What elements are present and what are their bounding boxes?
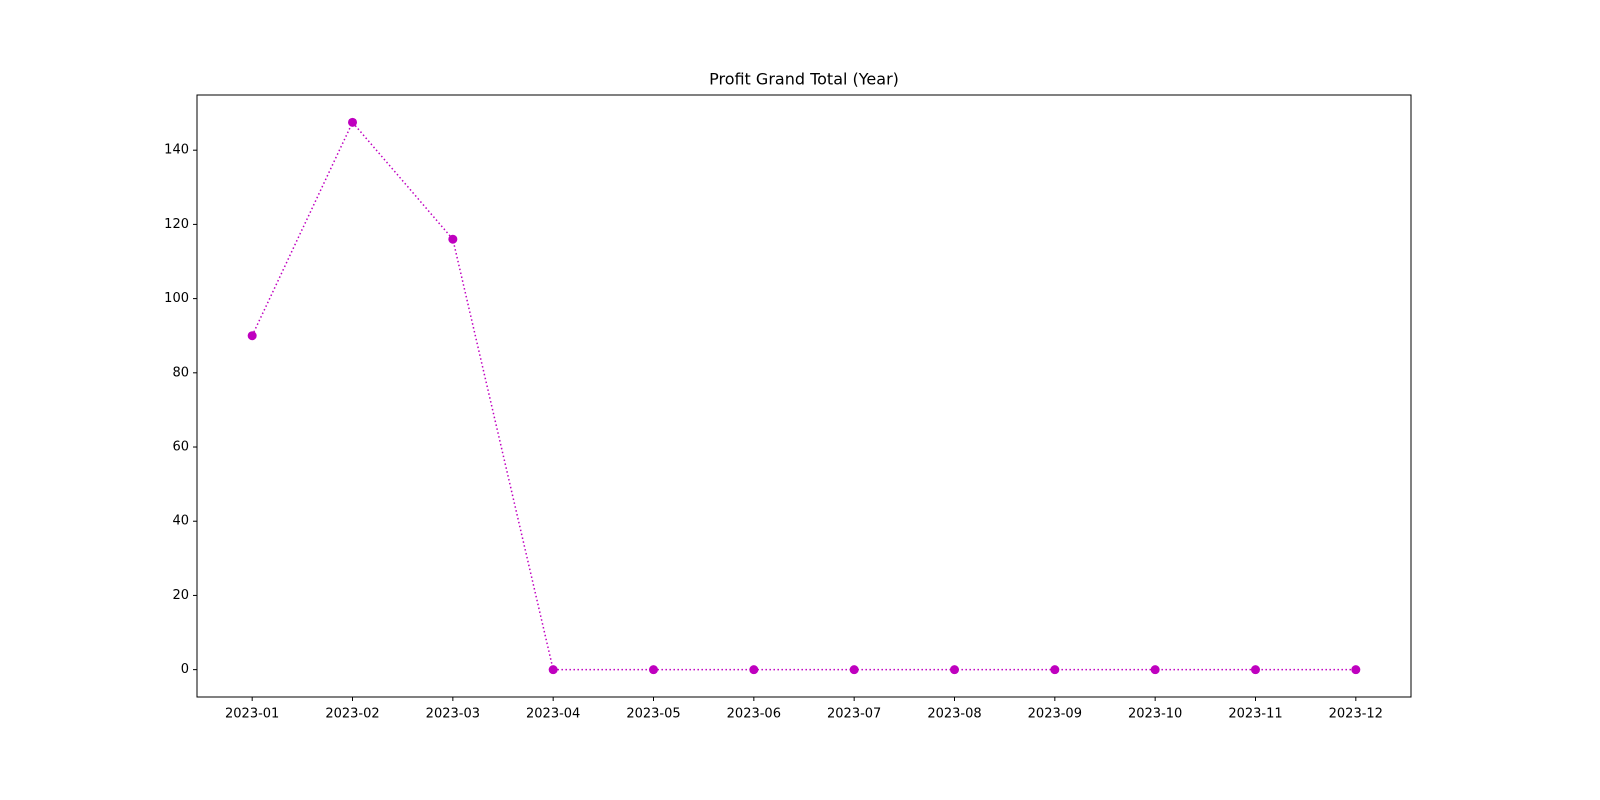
x-tick-label: 2023-11 xyxy=(1228,707,1282,722)
x-tick-label: 2023-08 xyxy=(927,707,981,722)
y-tick-label: 140 xyxy=(164,143,189,158)
plot-frame xyxy=(196,94,1412,698)
y-tick-label: 20 xyxy=(172,588,189,603)
y-tick-label: 80 xyxy=(172,365,189,380)
x-tick-label: 2023-02 xyxy=(325,707,379,722)
marker xyxy=(548,665,558,675)
marker xyxy=(448,234,458,244)
marker xyxy=(1250,665,1260,675)
y-tick-label: 120 xyxy=(164,217,189,232)
x-tick-label: 2023-03 xyxy=(426,707,480,722)
marker xyxy=(749,665,759,675)
x-tick-label: 2023-05 xyxy=(626,707,680,722)
y-tick-label: 100 xyxy=(164,291,189,306)
y-tick-label: 60 xyxy=(172,440,189,455)
x-tick-label: 2023-09 xyxy=(1028,707,1082,722)
marker xyxy=(247,331,257,341)
chart-title: Profit Grand Total (Year) xyxy=(709,70,899,89)
marker xyxy=(348,117,358,127)
x-tick-label: 2023-04 xyxy=(526,707,580,722)
y-tick-label: 40 xyxy=(172,514,189,529)
y-tick-label: 0 xyxy=(181,662,189,677)
x-tick-label: 2023-06 xyxy=(727,707,781,722)
x-tick-label: 2023-07 xyxy=(827,707,881,722)
x-tick-label: 2023-12 xyxy=(1329,707,1383,722)
marker xyxy=(949,665,959,675)
x-tick-label: 2023-10 xyxy=(1128,707,1182,722)
marker xyxy=(849,665,859,675)
marker xyxy=(649,665,659,675)
marker xyxy=(1351,665,1361,675)
x-tick-label: 2023-01 xyxy=(225,707,279,722)
marker xyxy=(1150,665,1160,675)
marker xyxy=(1050,665,1060,675)
line xyxy=(251,120,1356,671)
